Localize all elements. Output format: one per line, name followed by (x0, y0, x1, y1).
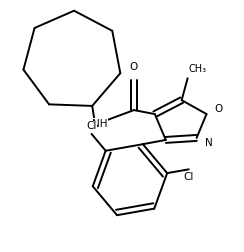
Text: N: N (205, 138, 212, 148)
Text: O: O (214, 104, 223, 114)
Text: NH: NH (92, 119, 108, 129)
Text: Cl: Cl (183, 172, 194, 182)
Text: CH₃: CH₃ (189, 64, 207, 74)
Text: O: O (130, 62, 138, 72)
Text: Cl: Cl (86, 121, 97, 131)
